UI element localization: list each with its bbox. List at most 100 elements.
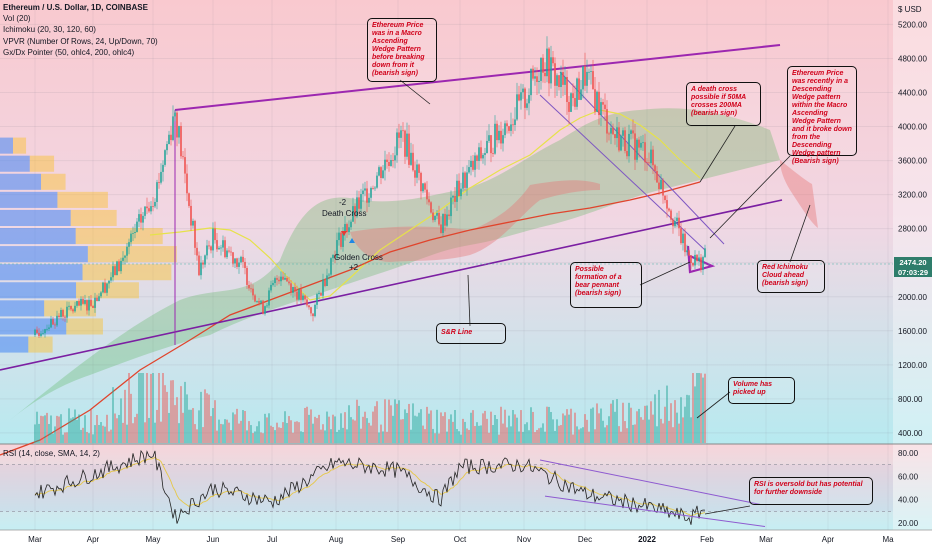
candle-body <box>70 305 72 310</box>
volume-bar <box>354 420 356 443</box>
volume-bar <box>556 419 558 443</box>
candle-body <box>200 262 202 276</box>
vpvr-up-bar <box>0 228 76 245</box>
volume-bar <box>618 426 620 443</box>
rsi-trendline-lower[interactable] <box>544 495 766 527</box>
volume-bar <box>126 424 128 443</box>
note-rsi[interactable]: RSI is oversold but has potential for fu… <box>749 477 873 505</box>
note-macro-wedge[interactable]: Ethereum Price was in a Macro Ascending … <box>367 18 437 82</box>
volume-bar <box>230 430 232 443</box>
descending-wedge-lower[interactable] <box>539 94 706 251</box>
candle-body <box>280 276 282 282</box>
volume-bar <box>596 403 598 443</box>
candle-body <box>100 292 102 297</box>
volume-bar <box>544 431 546 443</box>
candle-body <box>126 246 128 256</box>
candle-body <box>678 217 680 229</box>
candle-body <box>154 201 156 207</box>
candle-body <box>348 227 350 233</box>
currency-label[interactable]: $ USD <box>898 5 922 14</box>
note-sr-line[interactable]: S&R Line <box>436 323 506 344</box>
candle-body <box>654 165 656 171</box>
volume-bar <box>250 425 252 443</box>
indicator-gxdx[interactable]: Gx/Dx Pointer (50, ohlc4, 200, ohlc4) <box>3 47 135 57</box>
volume-bar <box>368 422 370 443</box>
candle-body <box>90 299 92 306</box>
candle-body <box>598 91 600 116</box>
rsi-legend[interactable]: RSI (14, close, SMA, 14, 2) <box>3 449 100 458</box>
candle-body <box>646 162 648 163</box>
candle-body <box>564 76 566 85</box>
vpvr-up-bar <box>0 155 30 172</box>
volume-bar <box>184 381 186 443</box>
note-red-cloud[interactable]: Red Ichimoku Cloud ahead (bearish sign) <box>757 260 825 293</box>
candle-body <box>84 300 86 304</box>
note-bear-pennant[interactable]: Possible formation of a bear pennant (be… <box>570 262 642 308</box>
candle-body <box>396 132 398 156</box>
wedge-upper-line[interactable] <box>174 44 781 111</box>
volume-bar <box>186 394 188 443</box>
descending-wedge-upper[interactable] <box>559 71 725 245</box>
rsi-trendline-upper[interactable] <box>539 459 761 505</box>
candle-body <box>50 319 52 328</box>
candle-body <box>566 76 568 102</box>
candle-body <box>258 300 260 303</box>
volume-bar <box>36 411 38 443</box>
vpvr-down-bar <box>70 209 117 226</box>
candle-body <box>372 188 374 189</box>
note-death-cross-possible[interactable]: A death cross possible if 50MA crosses 2… <box>686 82 761 126</box>
candle-body <box>572 93 574 99</box>
volume-bar <box>142 373 144 443</box>
indicator-ichimoku[interactable]: Ichimoku (20, 30, 120, 60) <box>3 25 96 35</box>
volume-bar <box>432 428 434 443</box>
volume-bar <box>358 405 360 443</box>
volume-bar <box>448 419 450 443</box>
volume-bar <box>630 407 632 443</box>
note-descending-wedge[interactable]: Ethereum Price was recently in a Descend… <box>787 66 857 165</box>
price-tick-label: 400.00 <box>898 429 923 438</box>
volume-bar <box>266 417 268 443</box>
candle-body <box>626 151 628 157</box>
volume-bar <box>364 411 366 443</box>
volume-bar <box>68 408 70 443</box>
candle-body <box>56 315 58 326</box>
candle-body <box>596 91 598 112</box>
candle-body <box>560 72 562 88</box>
volume-bar <box>434 433 436 443</box>
volume-bar <box>316 418 318 443</box>
volume-bar <box>664 406 666 443</box>
candle-body <box>554 63 556 86</box>
volume-bar <box>674 400 676 443</box>
volume-bar <box>510 426 512 443</box>
wedge-lower-line[interactable] <box>0 199 783 371</box>
volume-bar <box>88 433 90 443</box>
volume-bar <box>164 385 166 443</box>
indicator-volume[interactable]: Vol (20) <box>3 14 31 24</box>
note-volume[interactable]: Volume has picked up <box>728 377 795 404</box>
indicator-vpvr[interactable]: VPVR (Number Of Rows, 24, Up/Down, 70) <box>3 36 158 46</box>
candle-body <box>38 332 40 336</box>
candle-body <box>62 309 64 317</box>
candle-body <box>594 89 596 112</box>
volume-bar <box>244 410 246 443</box>
volume-bar <box>648 419 650 443</box>
candle-body <box>236 258 238 267</box>
candle-body <box>398 132 400 138</box>
candle-body <box>76 301 78 306</box>
volume-bar <box>702 377 704 443</box>
volume-bar <box>522 431 524 443</box>
volume-bar <box>340 413 342 443</box>
candle-body <box>234 258 236 264</box>
candle-body <box>406 133 408 157</box>
time-tick-label: Ma <box>882 535 894 544</box>
volume-bar <box>40 415 42 443</box>
candle-body <box>68 305 70 307</box>
volume-bar <box>516 417 518 443</box>
volume-bar <box>656 426 658 443</box>
symbol-title[interactable]: Ethereum / U.S. Dollar, 1D, COINBASE <box>3 3 148 12</box>
candle-body <box>510 124 512 131</box>
volume-bar <box>362 416 364 443</box>
candle-body <box>430 202 432 213</box>
candle-body <box>452 195 454 198</box>
